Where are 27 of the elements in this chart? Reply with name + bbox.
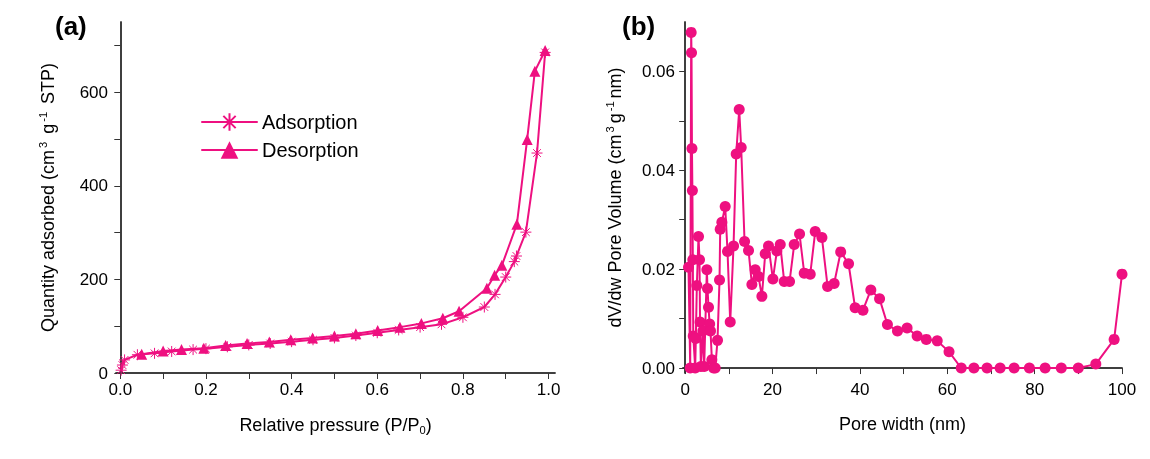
x-axis-title: Pore width (nm) xyxy=(838,414,967,434)
chart-title: (a) xyxy=(55,11,87,41)
y-tick-label: 0 xyxy=(98,363,108,383)
x-tick-label: 0.0 xyxy=(108,380,133,399)
x-tick-label: 60 xyxy=(937,380,957,399)
y-tick-label: 0.00 xyxy=(641,358,675,378)
y-axis-title: dV/dw Pore Volume (cm3g-1nm) xyxy=(603,67,625,328)
y-tick-label: 0.06 xyxy=(641,61,675,81)
x-tick-label: 0.6 xyxy=(365,380,390,399)
legend-label: Desorption xyxy=(262,139,359,161)
x-tick-label: 0.8 xyxy=(451,380,475,399)
y-tick-label: 200 xyxy=(79,269,108,289)
x-tick-label: 0.4 xyxy=(279,380,304,399)
x-tick-label: 80 xyxy=(1025,380,1045,399)
x-tick-label: 1.0 xyxy=(536,380,561,399)
chart-title: (b) xyxy=(622,11,656,41)
x-tick-label: 100 xyxy=(1107,380,1137,399)
x-tick-label: 40 xyxy=(850,380,870,399)
y-axis-title: Quantity adsorbed (cm3 g-1 STP) xyxy=(36,62,58,333)
y-tick-label: 400 xyxy=(79,176,108,196)
y-tick-label: 600 xyxy=(79,82,108,102)
legend-label: Adsorption xyxy=(262,111,358,133)
y-tick-label: 0.04 xyxy=(641,160,675,180)
y-tick-label: 0.02 xyxy=(641,259,675,279)
x-tick-label: 20 xyxy=(763,380,783,399)
x-tick-label: 0.2 xyxy=(194,380,218,399)
x-tick-label: 0 xyxy=(680,380,690,399)
